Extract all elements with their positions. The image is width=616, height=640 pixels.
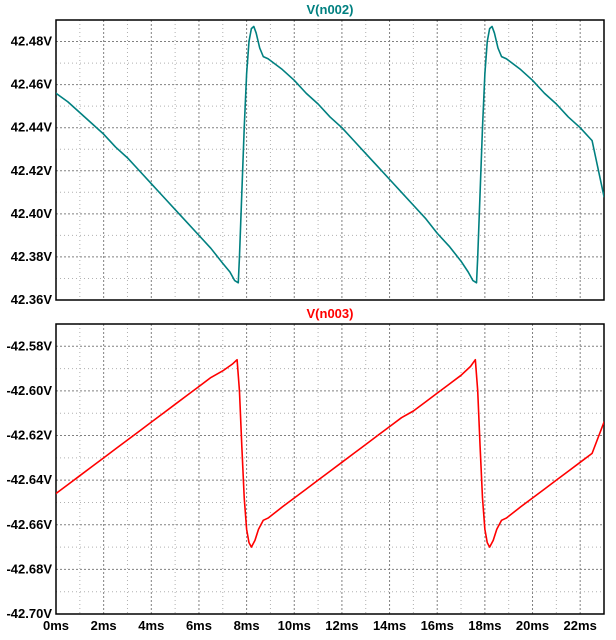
pane1-title: V(n002) xyxy=(307,2,354,17)
y-tick-label: -42.68V xyxy=(6,561,52,576)
y-tick-label: -42.60V xyxy=(6,383,52,398)
y-tick-label: -42.64V xyxy=(6,472,52,487)
x-tick-label: 22ms xyxy=(564,618,597,633)
x-tick-label: 8ms xyxy=(234,618,260,633)
trace-top xyxy=(56,26,604,282)
pane2-title: V(n003) xyxy=(307,306,354,321)
y-tick-label: -42.66V xyxy=(6,517,52,532)
pane-border xyxy=(56,20,604,300)
x-tick-label: 12ms xyxy=(325,618,358,633)
x-tick-label: 0ms xyxy=(43,618,69,633)
trace-bottom xyxy=(56,360,604,547)
x-tick-label: 10ms xyxy=(278,618,311,633)
x-tick-label: 16ms xyxy=(421,618,454,633)
y-tick-label: 42.40V xyxy=(11,206,53,221)
y-tick-label: -42.62V xyxy=(6,428,52,443)
y-tick-label: 42.48V xyxy=(11,34,53,49)
x-tick-label: 20ms xyxy=(516,618,549,633)
y-tick-label: 42.36V xyxy=(11,292,53,307)
y-tick-label: 42.46V xyxy=(11,77,53,92)
x-tick-label: 6ms xyxy=(186,618,212,633)
x-tick-label: 4ms xyxy=(138,618,164,633)
waveform-viewer: V(n002) 42.36V 42.38V 42.40V 42.42V 42.44V 42.… xyxy=(0,0,616,640)
pane-border xyxy=(56,324,604,614)
x-tick-label: 2ms xyxy=(91,618,117,633)
y-tick-label: 42.42V xyxy=(11,163,53,178)
chart-svg: V(n002) 42.36V 42.38V 42.40V 42.42V 42.44V 42.… xyxy=(0,0,616,640)
y-tick-label: 42.38V xyxy=(11,249,53,264)
x-tick-label: 14ms xyxy=(373,618,406,633)
y-tick-label: -42.58V xyxy=(6,338,52,353)
y-tick-label: 42.44V xyxy=(11,120,53,135)
x-tick-label: 18ms xyxy=(468,618,501,633)
